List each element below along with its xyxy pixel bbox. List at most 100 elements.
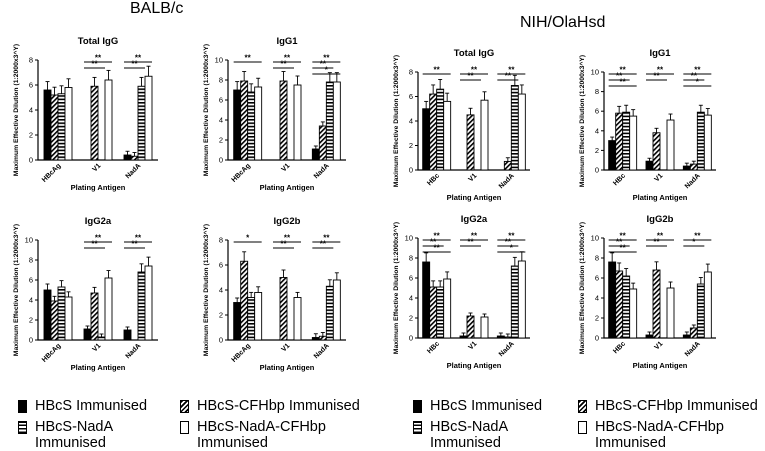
bar — [703, 271, 712, 339]
y-tick-label: 10 — [215, 56, 223, 65]
bar — [247, 91, 256, 161]
y-axis-label: Maximum Effective Dilution (1:2000x3^Y) — [202, 44, 210, 176]
legend-item-hbcs: HBcS Immunised — [18, 398, 147, 414]
chart-title: IgG2b — [274, 216, 301, 227]
y-axis-label: Maximum Effective Dilution (1:2000x3^Y) — [392, 222, 400, 354]
bar — [325, 285, 334, 341]
bar — [325, 81, 334, 161]
significance-label: ** — [616, 72, 623, 81]
y-tick-label: 6 — [409, 92, 413, 101]
y-tick-label: 8 — [29, 56, 33, 65]
bar — [622, 111, 631, 171]
x-tick-label: V1 — [91, 162, 102, 173]
x-tick-label: NadA — [125, 162, 143, 180]
x-tick-label: V1 — [467, 172, 478, 183]
bar — [311, 148, 320, 161]
bar — [459, 335, 468, 339]
significance-label: * — [246, 234, 250, 243]
y-tick-label: 8 — [409, 254, 413, 263]
bar — [144, 265, 153, 341]
significance-label: ** — [508, 232, 515, 241]
bar — [615, 270, 624, 339]
bar — [97, 336, 106, 341]
x-tick-label: HBc — [612, 340, 627, 355]
bar — [517, 260, 526, 339]
y-tick-label: 6 — [219, 96, 223, 105]
y-tick-label: 10 — [591, 234, 599, 243]
chart-panel: IgG2b 0 2 4 6 8 Maximum Effective Dilution (1:… — [202, 216, 346, 372]
bar — [496, 335, 505, 339]
significance-label: ** — [620, 232, 627, 241]
y-tick-label: 6 — [595, 107, 599, 116]
legend-swatch-white — [578, 421, 587, 434]
bar — [311, 337, 320, 341]
bar — [645, 160, 654, 171]
x-tick-label: NadA — [498, 340, 516, 358]
x-tick-label: V1 — [467, 340, 478, 351]
bar — [104, 277, 113, 341]
x-axis-label: Plating Antigen — [633, 361, 688, 370]
y-tick-label: 2 — [595, 146, 599, 155]
significance-label: ** — [135, 54, 142, 63]
legend-item-hbcs-right: HBcS Immunised — [413, 398, 542, 414]
significance-label: ** — [135, 234, 142, 243]
bar — [503, 160, 512, 171]
chart-panel: Total IgG 0 2 4 6 8 Maximum Effective Dilution… — [12, 36, 158, 192]
bar — [144, 75, 153, 161]
bar — [240, 260, 249, 341]
significance-label: ** — [434, 66, 441, 75]
x-tick-label: NadA — [498, 172, 516, 190]
bar — [332, 81, 341, 161]
bar — [682, 334, 691, 339]
y-axis-label: Maximum Effective Dilution (1:2000x3^Y) — [12, 44, 20, 176]
significance-label: ** — [95, 54, 102, 63]
bar — [503, 336, 512, 339]
bar — [422, 261, 431, 339]
significance-label: * — [692, 238, 696, 247]
bar — [645, 334, 654, 339]
y-tick-label: 4 — [29, 106, 33, 115]
y-tick-label: 10 — [25, 236, 33, 245]
significance-label: ** — [280, 240, 287, 249]
x-tick-label: V1 — [280, 162, 291, 173]
x-tick-label: HBc — [426, 172, 441, 187]
bar — [689, 163, 698, 171]
chart-panel: IgG1 0 2 4 6 8 10 Maximum Effective Dilution (1… — [202, 36, 346, 192]
legend-swatch-diagonal — [180, 400, 189, 413]
y-tick-label: 2 — [409, 314, 413, 323]
bar — [254, 86, 263, 161]
x-tick-label: HBcAg — [231, 342, 252, 363]
bar — [293, 84, 302, 161]
bar — [682, 165, 691, 171]
strain-label-nih: NIH/OlaHsd — [520, 14, 606, 31]
significance-label: ** — [280, 60, 287, 69]
x-tick-label: NadA — [313, 342, 331, 360]
legend-label: HBcS-NadA Immunised — [35, 419, 114, 451]
bar — [57, 286, 66, 341]
significance-label: ** — [91, 240, 98, 249]
y-tick-label: 0 — [219, 336, 223, 345]
bar — [50, 300, 59, 341]
y-tick-label: 6 — [409, 274, 413, 283]
legend-label: HBcS-NadA-CFHbp Immunised — [595, 419, 724, 451]
bar — [480, 99, 489, 171]
bar — [517, 93, 526, 171]
x-tick-label: V1 — [280, 342, 291, 353]
significance-label: ** — [508, 66, 515, 75]
bar — [510, 85, 519, 171]
bar — [615, 112, 624, 171]
x-tick-label: V1 — [653, 172, 664, 183]
significance-label: ** — [323, 234, 330, 243]
y-tick-label: 8 — [595, 87, 599, 96]
y-tick-label: 0 — [29, 336, 33, 345]
bar — [689, 327, 698, 339]
legend-label: HBcS Immunised — [35, 398, 148, 414]
bar — [318, 335, 327, 341]
legend-item-hbcs-nada-right: HBcS-NadA Immunised — [413, 419, 508, 451]
legend-swatch-horizontal — [413, 421, 422, 434]
legend-swatch-white — [180, 421, 189, 434]
y-tick-label: 6 — [219, 261, 223, 270]
bar — [137, 85, 146, 161]
bar — [510, 265, 519, 339]
y-axis-label: Maximum Effective Dilution (1:2000x3^Y) — [578, 222, 586, 354]
